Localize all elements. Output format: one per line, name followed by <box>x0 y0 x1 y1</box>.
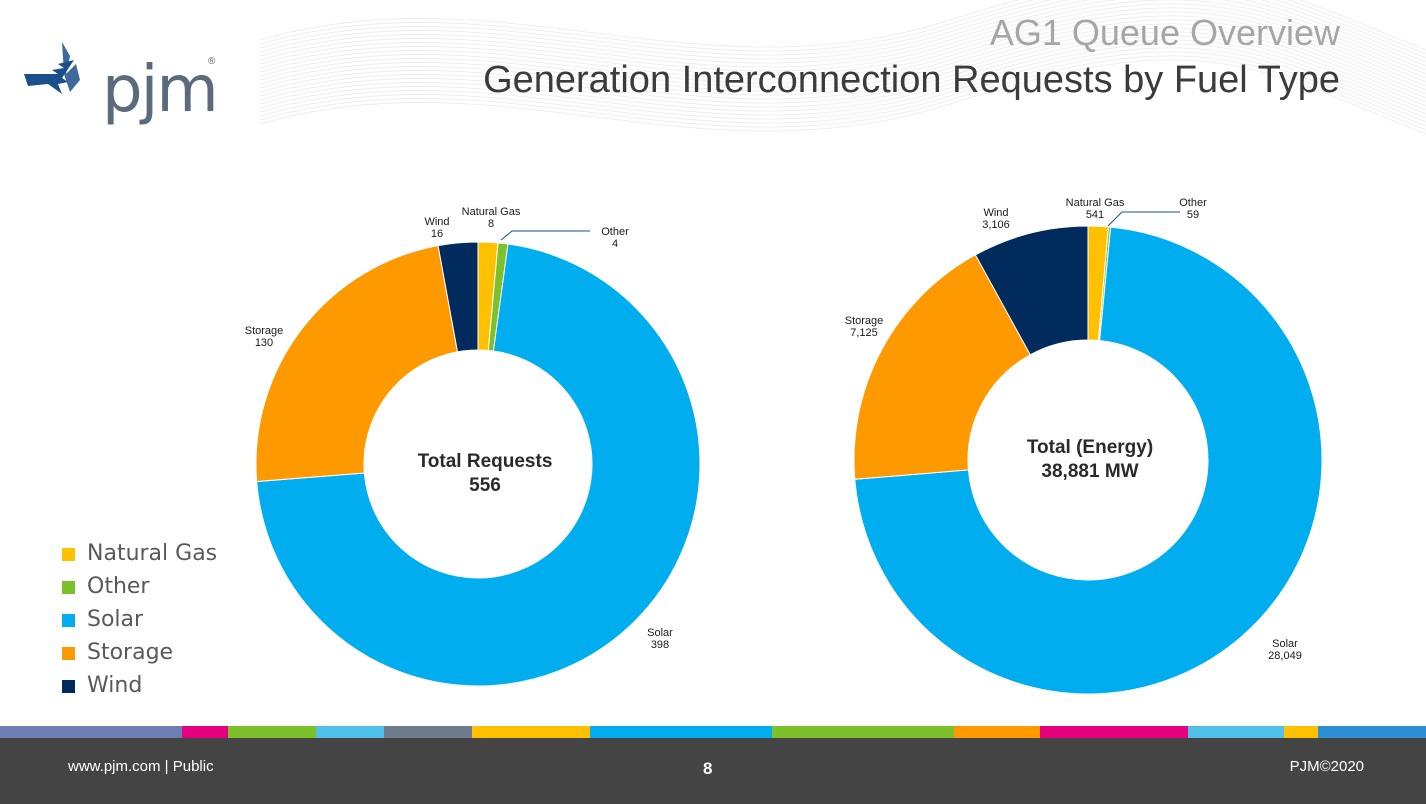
donut-slice-solar <box>854 226 1323 695</box>
legend-label: Other <box>87 574 150 599</box>
donut-slice-wind <box>974 225 1089 356</box>
slice-value-label: 130 <box>255 337 273 349</box>
color-bar-segment <box>954 726 1040 738</box>
wave-line <box>259 47 1426 123</box>
logo-text: pjm <box>102 53 219 127</box>
color-bar-segment <box>0 726 182 738</box>
color-bar-segment <box>384 726 472 738</box>
center-label-title: Total Requests <box>418 451 553 472</box>
legend-swatch <box>62 614 75 627</box>
copyright: PJM©2020 <box>1289 758 1364 775</box>
slice-label: Solar <box>647 627 673 639</box>
center-label-value: 38,881 MW <box>1041 461 1138 482</box>
slice-value-label: 28,049 <box>1268 650 1302 662</box>
wave-line <box>259 27 1426 103</box>
center-label-title: Total (Energy) <box>1027 437 1153 458</box>
wave-line <box>259 11 1426 87</box>
slice-value-label: 7,125 <box>850 327 878 339</box>
legend-label: Storage <box>87 640 174 665</box>
color-bar-segment <box>1040 726 1188 738</box>
slice-label: Wind <box>424 216 449 228</box>
slice-value-label: 541 <box>1086 209 1104 221</box>
slice-label: Solar <box>1272 638 1298 650</box>
footer-website-link[interactable]: www.pjm.com | Public <box>68 758 214 775</box>
wave-line <box>259 31 1426 107</box>
color-bar-segment <box>772 726 954 738</box>
donut-slice-storage <box>255 245 459 483</box>
leader-line <box>1107 211 1180 227</box>
color-bar-segment <box>316 726 384 738</box>
footer: www.pjm.com | Public 8 PJM©2020 <box>0 738 1426 804</box>
donut-slice-storage <box>853 254 1031 480</box>
wave-line <box>259 51 1426 127</box>
legend-label: Solar <box>87 607 144 632</box>
pjm-logo: pjm ® <box>18 34 219 122</box>
slide-title: Generation Interconnection Requests by F… <box>483 59 1340 101</box>
wave-line <box>259 0 1426 51</box>
slice-label: Storage <box>245 325 284 337</box>
donut-slice-wind <box>437 241 479 353</box>
pjm-logo-icon <box>24 42 80 94</box>
wave-line <box>259 43 1426 119</box>
page-number: 8 <box>703 759 713 778</box>
leader-line <box>500 230 590 241</box>
legend-swatch <box>62 647 75 660</box>
legend-swatch <box>62 581 75 594</box>
wave-line <box>259 7 1426 83</box>
wave-line <box>259 59 1426 135</box>
slice-label: Natural Gas <box>1066 197 1125 209</box>
color-bar-segment <box>1284 726 1318 738</box>
wave-line <box>259 39 1426 115</box>
color-bar-segment <box>182 726 228 738</box>
legend-swatch <box>62 680 75 693</box>
wave-line <box>259 55 1426 131</box>
donut-slice-solar <box>256 243 701 687</box>
color-bar-segment <box>1318 726 1426 738</box>
wave-line <box>259 19 1426 95</box>
slide-supertitle: AG1 Queue Overview <box>989 12 1340 53</box>
wave-line <box>259 3 1426 79</box>
footer-color-bar <box>0 726 1426 738</box>
slice-label: Natural Gas <box>462 206 521 218</box>
wave-line <box>259 0 1426 59</box>
slice-value-label: 16 <box>431 228 443 240</box>
wave-line <box>259 0 1426 67</box>
wave-line <box>259 23 1426 99</box>
slice-value-label: 4 <box>612 238 618 250</box>
slice-label: Other <box>1179 197 1207 209</box>
slice-label: Wind <box>983 207 1008 219</box>
slice-value-label: 59 <box>1187 209 1199 221</box>
color-bar-segment <box>1188 726 1284 738</box>
color-bar-segment <box>590 726 772 738</box>
wave-line <box>259 0 1426 71</box>
wave-line <box>259 0 1426 63</box>
wave-line <box>259 0 1426 75</box>
slice-value-label: 8 <box>488 218 494 230</box>
logo-registered-mark: ® <box>208 56 216 67</box>
background-waves <box>259 0 1426 135</box>
slice-value-label: 3,106 <box>982 219 1010 231</box>
wave-line <box>259 0 1426 55</box>
wave-line <box>259 35 1426 111</box>
slice-label: Storage <box>845 315 884 327</box>
color-bar-segment <box>472 726 590 738</box>
legend-label: Natural Gas <box>87 541 218 566</box>
slice-label: Other <box>601 226 629 238</box>
legend-swatch <box>62 548 75 561</box>
color-bar-segment <box>228 726 316 738</box>
slice-value-label: 398 <box>651 639 669 651</box>
center-label-value: 556 <box>469 475 501 496</box>
wave-line <box>259 15 1426 91</box>
legend-label: Wind <box>87 673 143 698</box>
